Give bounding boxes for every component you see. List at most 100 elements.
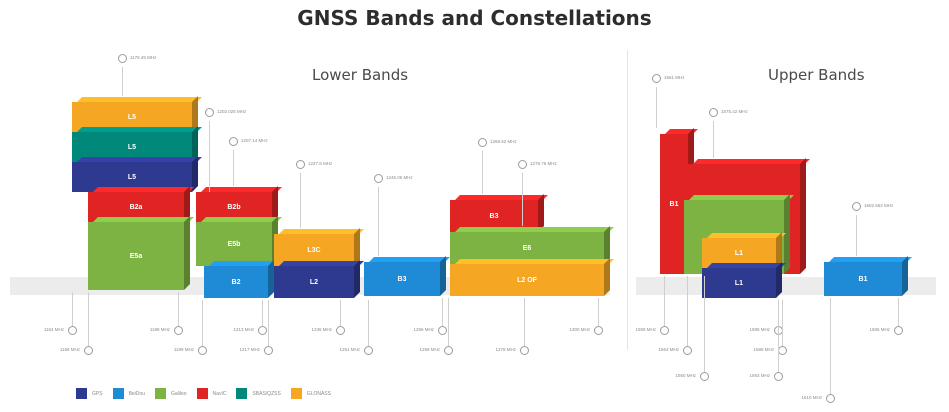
legend-label: GLONASS bbox=[306, 390, 331, 397]
frequency-label: 1560 MHz bbox=[675, 373, 696, 378]
frequency-label: 1188 MHz bbox=[149, 327, 170, 332]
band-block-label: B2 bbox=[231, 278, 241, 286]
frequency-label: 1268.52 MHz bbox=[490, 139, 517, 144]
frequency-marker-line bbox=[378, 187, 379, 256]
legend-label: SBAS/QZSS bbox=[252, 390, 281, 397]
frequency-marker-line bbox=[300, 173, 301, 228]
frequency-marker-icon bbox=[594, 326, 603, 335]
legend-label: Galileo bbox=[170, 390, 187, 397]
frequency-marker-icon bbox=[852, 202, 861, 211]
frequency-marker-line bbox=[262, 300, 263, 326]
frequency-marker-line bbox=[856, 215, 857, 256]
frequency-marker-line bbox=[88, 292, 89, 346]
frequency-marker-icon bbox=[374, 174, 383, 183]
frequency-label: 1575.42 MHz bbox=[721, 109, 748, 114]
frequency-marker-icon bbox=[264, 346, 273, 355]
legend-label: BeiDou bbox=[128, 390, 145, 397]
frequency-marker-line bbox=[233, 150, 234, 186]
frequency-marker-icon bbox=[84, 346, 93, 355]
frequency-marker-icon bbox=[700, 372, 709, 381]
legend-item: GPS bbox=[76, 388, 103, 399]
frequency-label: 1202.025 MHz bbox=[217, 109, 247, 114]
band-block: B2 bbox=[204, 266, 268, 298]
frequency-marker-line bbox=[340, 300, 341, 326]
frequency-label: 1593 MHz bbox=[749, 373, 770, 378]
frequency-marker-icon bbox=[478, 138, 487, 147]
band-block-label: B2b bbox=[227, 203, 241, 211]
frequency-label: 1610 MHz bbox=[801, 395, 822, 400]
legend-swatch bbox=[154, 388, 166, 399]
frequency-marker-icon bbox=[118, 54, 127, 63]
legend-swatch bbox=[196, 388, 208, 399]
frequency-marker-line bbox=[268, 300, 269, 346]
band-block: B1 bbox=[824, 262, 902, 296]
band-block-label: E5b bbox=[227, 240, 241, 248]
frequency-marker-icon bbox=[826, 394, 835, 403]
frequency-label: 1300 MHz bbox=[569, 327, 590, 332]
band-block-label: B1 bbox=[669, 200, 679, 208]
frequency-label: 1278 MHz bbox=[495, 347, 516, 352]
band-block-label: L1 bbox=[734, 279, 744, 287]
frequency-marker-line bbox=[202, 300, 203, 346]
frequency-marker-line bbox=[713, 121, 714, 158]
band-block-label: B3 bbox=[489, 212, 499, 220]
band-block-label: B3 bbox=[397, 275, 407, 283]
section-divider bbox=[627, 50, 628, 350]
legend-item: NavIC bbox=[196, 388, 226, 399]
frequency-marker-icon bbox=[68, 326, 77, 335]
legend-swatch bbox=[290, 388, 302, 399]
frequency-label: 1213 MHz bbox=[233, 327, 254, 332]
frequency-marker-icon bbox=[778, 346, 787, 355]
band-block-side bbox=[800, 158, 806, 274]
frequency-marker-icon bbox=[709, 108, 718, 117]
frequency-marker-icon bbox=[683, 346, 692, 355]
frequency-label: 1258 MHz bbox=[419, 347, 440, 352]
diagram-title: GNSS Bands and Constellations bbox=[297, 6, 652, 30]
frequency-marker-icon bbox=[652, 74, 661, 83]
band-block-label: L5 bbox=[127, 173, 137, 181]
frequency-marker-line bbox=[178, 292, 179, 326]
frequency-marker-line bbox=[482, 151, 483, 194]
band-block: B3 bbox=[364, 262, 440, 296]
frequency-marker-icon bbox=[296, 160, 305, 169]
band-block: L1 bbox=[702, 268, 776, 298]
frequency-label: 1251 MHz bbox=[339, 347, 360, 352]
frequency-label: 1236 MHz bbox=[311, 327, 332, 332]
legend-item: SBAS/QZSS bbox=[236, 388, 281, 399]
frequency-marker-line bbox=[524, 298, 525, 346]
frequency-marker-line bbox=[778, 300, 779, 372]
frequency-marker-line bbox=[898, 298, 899, 326]
frequency-marker-icon bbox=[336, 326, 345, 335]
band-block-side bbox=[184, 216, 190, 290]
band-block-side bbox=[604, 258, 610, 296]
frequency-label: 1589 MHz bbox=[753, 347, 774, 352]
frequency-label: 1217 MHz bbox=[239, 347, 260, 352]
legend: GPS BeiDou Galileo NavIC SBAS/QZSS GLONA… bbox=[76, 388, 331, 399]
legend-swatch bbox=[112, 388, 124, 399]
band-block-label: B1 bbox=[858, 275, 868, 283]
frequency-label: 1559 MHz bbox=[635, 327, 656, 332]
band-block: L3C bbox=[274, 234, 354, 266]
legend-item: BeiDou bbox=[112, 388, 145, 399]
legend-swatch bbox=[236, 388, 248, 399]
band-block-side bbox=[902, 256, 908, 296]
frequency-marker-icon bbox=[438, 326, 447, 335]
frequency-label: 1278.75 MHz bbox=[530, 161, 557, 166]
frequency-label: 1563 MHz bbox=[658, 347, 679, 352]
frequency-label: 1588 MHz bbox=[749, 327, 770, 332]
frequency-label: 1561 MHz bbox=[664, 75, 685, 80]
frequency-marker-icon bbox=[198, 346, 207, 355]
band-block-label: L2 OF bbox=[517, 276, 537, 284]
band-block-side bbox=[354, 260, 360, 298]
band-block-label: L3C bbox=[307, 246, 321, 254]
legend-swatch bbox=[76, 388, 87, 399]
legend-label: GPS bbox=[92, 390, 103, 397]
legend-item: Galileo bbox=[154, 388, 187, 399]
band-block: E6 bbox=[450, 232, 604, 264]
band-block-label: E5a bbox=[129, 252, 143, 260]
frequency-marker-line bbox=[209, 121, 210, 192]
frequency-marker-icon bbox=[774, 372, 783, 381]
band-block-side bbox=[776, 262, 782, 298]
frequency-marker-icon bbox=[660, 326, 669, 335]
frequency-marker-icon bbox=[229, 137, 238, 146]
